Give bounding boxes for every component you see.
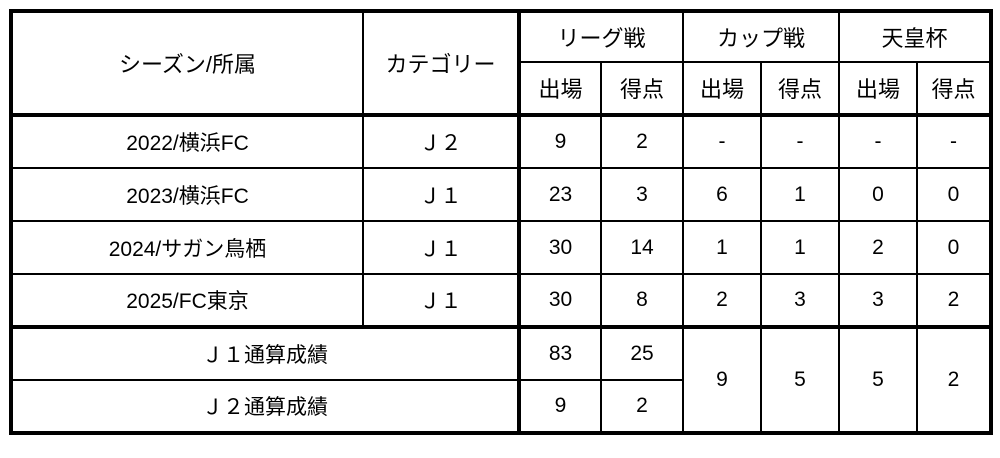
value-cell: - (682, 114, 762, 169)
value-cell: 23 (517, 167, 602, 222)
value-cell: 9 (517, 114, 602, 169)
season-cell: 2025/FC東京 (10, 273, 364, 328)
value-cell: - (916, 114, 992, 169)
header-apps: 出場 (517, 61, 602, 117)
totals-label-j2: Ｊ２通算成績 (10, 379, 520, 434)
category-cell: Ｊ１ (362, 220, 520, 275)
emperors-goals-total: 2 (916, 325, 992, 434)
value-cell: 8 (600, 273, 684, 328)
emperors-apps-total: 5 (838, 325, 918, 434)
value-cell: 2 (600, 379, 684, 434)
value-cell: 83 (517, 325, 602, 381)
header-goals: 得点 (760, 61, 840, 117)
header-season: シーズン/所属 (10, 10, 364, 117)
value-cell: 6 (682, 167, 762, 222)
value-cell: 9 (517, 379, 602, 434)
value-cell: - (760, 114, 840, 169)
totals-row-j2: Ｊ２通算成績 9 2 (10, 379, 991, 434)
value-cell: 30 (517, 273, 602, 328)
category-cell: Ｊ１ (362, 273, 520, 328)
table-row: 2023/横浜FC Ｊ１ 23 3 6 1 0 0 (10, 167, 992, 222)
value-cell: 0 (838, 167, 918, 222)
value-cell: 1 (760, 220, 840, 275)
header-emperors-cup: 天皇杯 (838, 10, 992, 63)
header-goals: 得点 (916, 61, 992, 117)
header-apps: 出場 (682, 61, 762, 117)
value-cell: 1 (682, 220, 762, 275)
season-cell: 2024/サガン鳥栖 (10, 220, 364, 275)
value-cell: 2 (838, 220, 918, 275)
value-cell: 3 (760, 273, 840, 328)
value-cell: 0 (916, 220, 992, 275)
value-cell: 3 (838, 273, 918, 328)
value-cell: 3 (600, 167, 684, 222)
cup-apps-total: 9 (682, 325, 762, 434)
value-cell: - (838, 114, 918, 169)
value-cell: 2 (682, 273, 762, 328)
category-cell: Ｊ１ (362, 167, 520, 222)
value-cell: 0 (916, 167, 992, 222)
value-cell: 30 (517, 220, 602, 275)
header-goals: 得点 (600, 61, 684, 117)
header-category: カテゴリー (362, 10, 520, 117)
career-stats-table: シーズン/所属 カテゴリー リーグ戦 カップ戦 天皇杯 出場 得点 出場 得点 … (9, 9, 993, 435)
value-cell: 2 (600, 114, 684, 169)
header-cup: カップ戦 (682, 10, 840, 63)
season-cell: 2023/横浜FC (10, 167, 364, 222)
table-row: 2024/サガン鳥栖 Ｊ１ 30 14 1 1 2 0 (10, 220, 992, 275)
totals-row-j1: Ｊ１通算成績 83 25 9 5 5 2 (10, 325, 992, 434)
totals-label-j1: Ｊ１通算成績 (10, 325, 520, 381)
header-apps: 出場 (838, 61, 918, 117)
table-row: 2025/FC東京 Ｊ１ 30 8 2 3 3 2 (10, 273, 992, 328)
value-cell: 14 (600, 220, 684, 275)
season-cell: 2022/横浜FC (10, 114, 364, 169)
value-cell: 2 (916, 273, 992, 328)
value-cell: 25 (600, 325, 684, 381)
table-row: 2022/横浜FC Ｊ２ 9 2 - - - - (10, 114, 992, 169)
header-league: リーグ戦 (517, 10, 684, 63)
value-cell: 1 (760, 167, 840, 222)
category-cell: Ｊ２ (362, 114, 520, 169)
cup-goals-total: 5 (760, 325, 840, 434)
